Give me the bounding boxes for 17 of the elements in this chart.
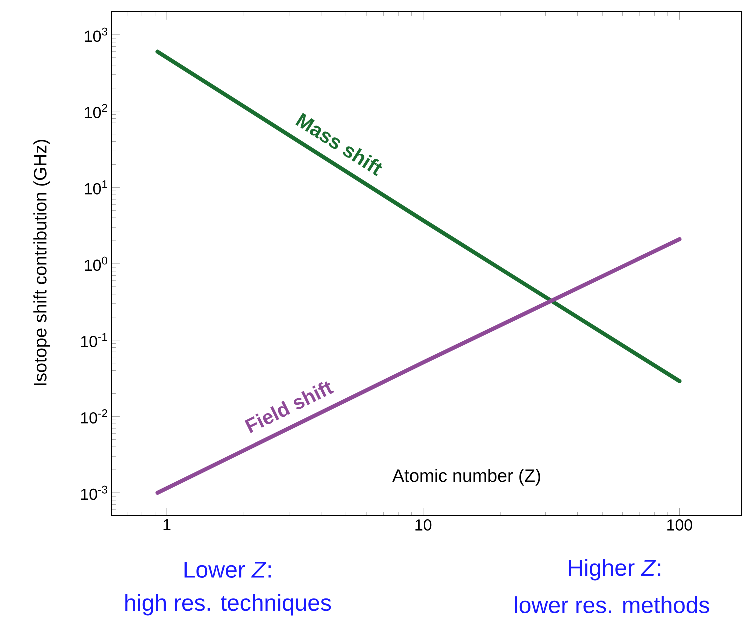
x-tick-label: 100 [668,520,692,531]
y-tick-label: 10$^{1}$ [85,180,108,195]
y-tick-label: 10$^{2}$ [85,104,108,118]
text: Field shift [244,382,334,434]
x-tick-label: 1 [164,520,171,531]
x-tick-label: 10 [416,520,432,531]
text: Higher Z: [569,559,661,581]
y-tick-label: 10$^{-1}$ [81,333,108,348]
y-tick-label: 10$^{-2}$ [81,410,108,424]
y-axis-title: Isotope shift contribution (GHz) [34,140,50,386]
text: lower res. methods [515,596,710,614]
y-tick-label: 10$^{-3}$ [81,486,108,500]
y-tick-label: 10$^{3}$ [85,28,108,42]
y-tick-label: 10$^{0}$ [85,256,108,272]
text: Lower Z: [184,562,271,578]
x-axis-title: Atomic number (Z) [392,469,540,486]
text: high res. techniques [126,594,332,616]
